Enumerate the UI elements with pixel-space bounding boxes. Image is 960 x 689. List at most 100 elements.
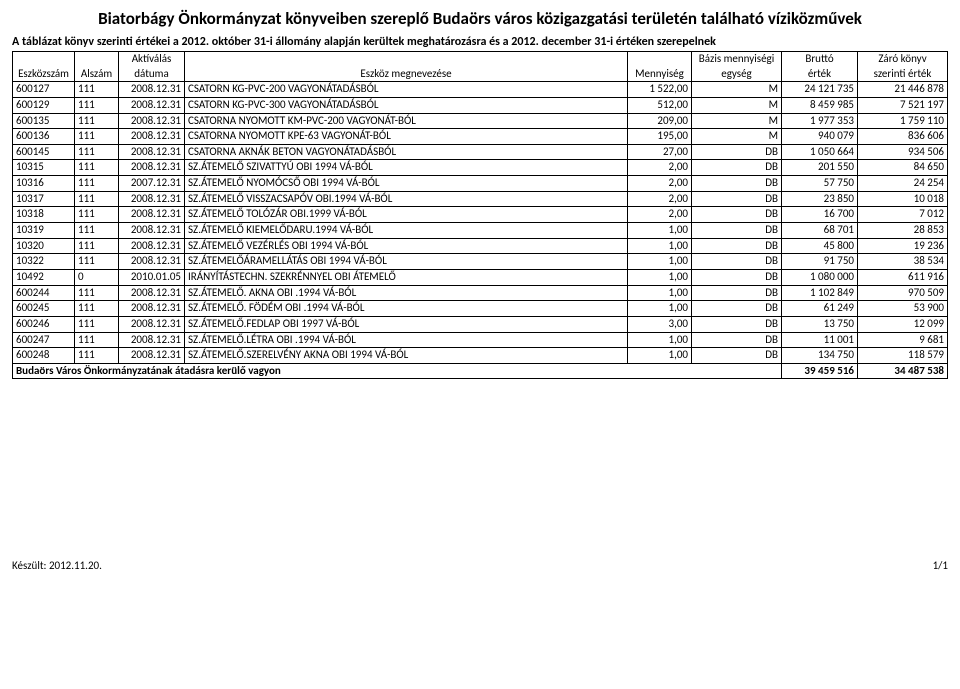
cell-brutto: 201 550 — [782, 160, 858, 176]
cell-mennyiseg: 1,00 — [628, 238, 692, 254]
cell-mennyiseg: 512,00 — [628, 97, 692, 113]
total-zaro: 34 487 538 — [858, 363, 948, 379]
cell-eszkozszam: 600248 — [13, 348, 75, 364]
cell-alszam: 111 — [75, 332, 119, 348]
table-row: 6001451112008.12.31CSATORNA AKNÁK BETON … — [13, 144, 948, 160]
cell-zaro: 21 446 878 — [858, 82, 948, 98]
cell-datum: 2008.12.31 — [119, 254, 185, 270]
th-datum-bottom: dátuma — [119, 67, 185, 82]
page-title: Biatorbágy Önkormányzat könyveiben szere… — [12, 8, 948, 29]
cell-alszam: 111 — [75, 176, 119, 192]
cell-eszkozszam: 600145 — [13, 144, 75, 160]
cell-egyseg: M — [692, 113, 782, 129]
cell-egyseg: DB — [692, 301, 782, 317]
cell-mennyiseg: 1,00 — [628, 332, 692, 348]
cell-eszkozszam: 600245 — [13, 301, 75, 317]
cell-datum: 2008.12.31 — [119, 113, 185, 129]
cell-zaro: 934 506 — [858, 144, 948, 160]
cell-datum: 2008.12.31 — [119, 144, 185, 160]
cell-eszkozszam: 600129 — [13, 97, 75, 113]
cell-megnev: CSATORNA NYOMOTT KPE-63 VAGYONÁT-BÓL — [185, 129, 628, 145]
cell-datum: 2008.12.31 — [119, 238, 185, 254]
cell-zaro: 24 254 — [858, 176, 948, 192]
cell-megnev: IRÁNYÍTÁSTECHN. SZEKRÉNNYEL OBI ÁTEMELŐ — [185, 269, 628, 285]
cell-egyseg: DB — [692, 269, 782, 285]
cell-alszam: 111 — [75, 223, 119, 239]
cell-egyseg: M — [692, 129, 782, 145]
cell-egyseg: DB — [692, 316, 782, 332]
cell-megnev: SZ.ÁTEMELŐ. FÖDÉM OBI .1994 VÁ-BÓL — [185, 301, 628, 317]
cell-mennyiseg: 209,00 — [628, 113, 692, 129]
cell-eszkozszam: 10492 — [13, 269, 75, 285]
table-row: 6001361112008.12.31CSATORNA NYOMOTT KPE-… — [13, 129, 948, 145]
cell-zaro: 836 606 — [858, 129, 948, 145]
cell-mennyiseg: 2,00 — [628, 160, 692, 176]
cell-egyseg: DB — [692, 207, 782, 223]
cell-brutto: 1 080 000 — [782, 269, 858, 285]
cell-egyseg: DB — [692, 332, 782, 348]
cell-datum: 2008.12.31 — [119, 332, 185, 348]
cell-eszkozszam: 10316 — [13, 176, 75, 192]
cell-brutto: 61 249 — [782, 301, 858, 317]
table-row: 6002481112008.12.31SZ.ÁTEMELŐ.SZERELVÉNY… — [13, 348, 948, 364]
cell-zaro: 9 681 — [858, 332, 948, 348]
cell-brutto: 940 079 — [782, 129, 858, 145]
cell-alszam: 111 — [75, 160, 119, 176]
total-label: Budaörs Város Önkormányzatának átadásra … — [13, 363, 782, 379]
cell-brutto: 45 800 — [782, 238, 858, 254]
table-row: 103181112008.12.31SZ.ÁTEMELŐ TOLÓZÁR OBI… — [13, 207, 948, 223]
cell-megnev: CSATORNA NYOMOTT KM-PVC-200 VAGYONÁT-BÓL — [185, 113, 628, 129]
cell-zaro: 118 579 — [858, 348, 948, 364]
cell-alszam: 111 — [75, 301, 119, 317]
cell-alszam: 111 — [75, 144, 119, 160]
cell-mennyiseg: 1,00 — [628, 254, 692, 270]
table-row: 6001271112008.12.31CSATORN KG-PVC-200 VA… — [13, 82, 948, 98]
cell-brutto: 11 001 — [782, 332, 858, 348]
cell-megnev: SZ.ÁTEMELŐ VISSZACSAPÓV OBI.1994 VÁ-BÓL — [185, 191, 628, 207]
cell-alszam: 111 — [75, 348, 119, 364]
cell-datum: 2008.12.31 — [119, 97, 185, 113]
cell-megnev: SZ.ÁTEMELŐ.SZERELVÉNY AKNA OBI 1994 VÁ-B… — [185, 348, 628, 364]
cell-alszam: 111 — [75, 97, 119, 113]
cell-megnev: SZ.ÁTEMELŐ. AKNA OBI .1994 VÁ-BÓL — [185, 285, 628, 301]
cell-zaro: 19 236 — [858, 238, 948, 254]
cell-datum: 2008.12.31 — [119, 207, 185, 223]
cell-eszkozszam: 10322 — [13, 254, 75, 270]
asset-table: Eszközszám Alszám Aktíválás Eszköz megne… — [12, 51, 948, 379]
cell-mennyiseg: 2,00 — [628, 176, 692, 192]
table-body: 6001271112008.12.31CSATORN KG-PVC-200 VA… — [13, 82, 948, 364]
th-alszam: Alszám — [75, 52, 119, 82]
cell-mennyiseg: 1,00 — [628, 301, 692, 317]
cell-zaro: 28 853 — [858, 223, 948, 239]
footer-date: Készült: 2012.11.20. — [12, 559, 102, 572]
th-datum-top: Aktíválás — [119, 52, 185, 67]
cell-alszam: 111 — [75, 191, 119, 207]
cell-zaro: 10 018 — [858, 191, 948, 207]
cell-datum: 2010.01.05 — [119, 269, 185, 285]
cell-zaro: 38 534 — [858, 254, 948, 270]
cell-egyseg: DB — [692, 223, 782, 239]
cell-alszam: 111 — [75, 316, 119, 332]
table-row: 103151112008.12.31SZ.ÁTEMELŐ SZIVATTYÚ O… — [13, 160, 948, 176]
cell-egyseg: DB — [692, 238, 782, 254]
cell-zaro: 970 509 — [858, 285, 948, 301]
cell-eszkozszam: 600246 — [13, 316, 75, 332]
cell-mennyiseg: 1,00 — [628, 223, 692, 239]
cell-zaro: 611 916 — [858, 269, 948, 285]
cell-eszkozszam: 10320 — [13, 238, 75, 254]
th-zaro-bottom: szerinti érték — [858, 67, 948, 82]
cell-eszkozszam: 10318 — [13, 207, 75, 223]
cell-brutto: 134 750 — [782, 348, 858, 364]
cell-alszam: 111 — [75, 82, 119, 98]
cell-brutto: 16 700 — [782, 207, 858, 223]
th-mennyiseg: Mennyiség — [628, 52, 692, 82]
th-zaro-top: Záró könyv — [858, 52, 948, 67]
th-megnev: Eszköz megnevezése — [185, 52, 628, 82]
cell-alszam: 111 — [75, 207, 119, 223]
cell-alszam: 111 — [75, 113, 119, 129]
cell-datum: 2008.12.31 — [119, 129, 185, 145]
cell-brutto: 68 701 — [782, 223, 858, 239]
cell-brutto: 57 750 — [782, 176, 858, 192]
cell-mennyiseg: 27,00 — [628, 144, 692, 160]
cell-alszam: 111 — [75, 238, 119, 254]
